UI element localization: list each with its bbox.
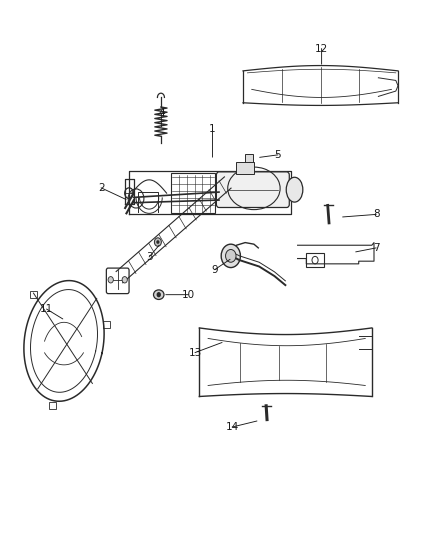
- Text: 9: 9: [211, 265, 218, 274]
- Circle shape: [122, 277, 127, 283]
- Text: 3: 3: [146, 252, 152, 262]
- Circle shape: [226, 249, 236, 262]
- Text: 14: 14: [226, 422, 239, 432]
- Circle shape: [156, 292, 161, 297]
- Circle shape: [221, 244, 240, 268]
- Ellipse shape: [286, 177, 303, 202]
- Text: 10: 10: [182, 289, 195, 300]
- Text: 12: 12: [315, 44, 328, 53]
- Text: 4: 4: [158, 108, 165, 118]
- Circle shape: [156, 240, 159, 244]
- Circle shape: [108, 277, 113, 283]
- FancyBboxPatch shape: [216, 172, 289, 207]
- Text: 2: 2: [98, 183, 104, 193]
- Ellipse shape: [153, 290, 164, 300]
- FancyBboxPatch shape: [237, 163, 254, 174]
- Text: 8: 8: [373, 209, 379, 220]
- FancyBboxPatch shape: [245, 155, 254, 163]
- Text: 13: 13: [188, 348, 201, 358]
- Text: 11: 11: [40, 304, 53, 314]
- Text: 1: 1: [209, 124, 216, 134]
- Circle shape: [154, 238, 161, 246]
- Text: 7: 7: [373, 243, 379, 253]
- Text: 5: 5: [275, 150, 281, 160]
